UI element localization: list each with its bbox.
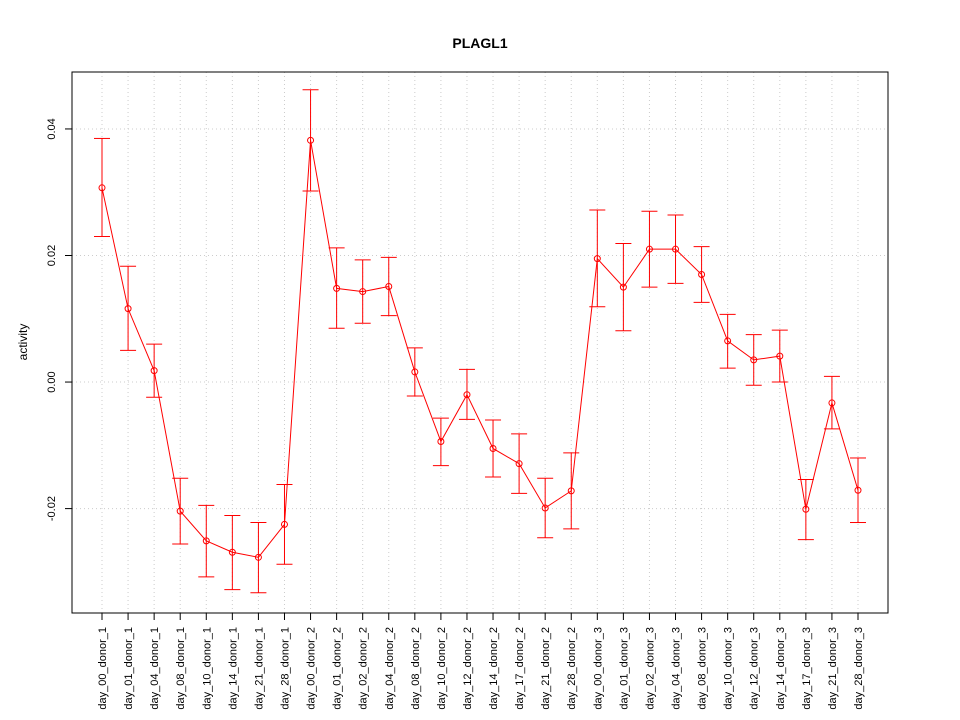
y-axis-label: activity [16, 324, 30, 361]
x-tick-label: day_10_donor_3 [723, 627, 735, 710]
x-tick-label: day_01_donor_2 [332, 627, 344, 710]
data-point [463, 391, 471, 399]
data-point [593, 255, 601, 263]
x-tick-label: day_14_donor_3 [775, 627, 787, 710]
data-point [228, 548, 236, 556]
x-tick-label: day_01_donor_3 [618, 627, 630, 710]
x-tick-label: day_08_donor_2 [410, 627, 422, 710]
x-tick-label: day_04_donor_3 [671, 627, 683, 710]
x-tick-label: day_21_donor_1 [253, 627, 265, 710]
x-tick-label: day_04_donor_2 [384, 627, 396, 710]
data-point [437, 438, 445, 446]
x-tick-label: day_02_donor_3 [644, 627, 656, 710]
x-tick-label: day_08_donor_3 [697, 627, 709, 710]
data-point [776, 352, 784, 360]
data-point [645, 245, 653, 253]
data-point [854, 486, 862, 494]
x-tick-label: day_14_donor_2 [488, 627, 500, 710]
x-tick-label: day_12_donor_3 [749, 627, 761, 710]
x-tick-label: day_08_donor_1 [175, 627, 187, 710]
x-tick-label: day_01_donor_1 [123, 627, 135, 710]
x-tick-label: day_00_donor_1 [97, 627, 109, 710]
x-tick-label: day_00_donor_3 [592, 627, 604, 710]
x-tick-label: day_17_donor_2 [514, 627, 526, 710]
x-tick-label: day_02_donor_2 [358, 627, 370, 710]
y-axis: -0.02 0.00 0.02 0.04 [46, 118, 73, 521]
chart-title: PLAGL1 [452, 35, 507, 51]
data-point [385, 283, 393, 291]
x-tick-label: day_10_donor_1 [201, 627, 213, 710]
x-axis: day_00_donor_1 day_01_donor_1 day_04_donor… [97, 612, 865, 710]
y-tick-label: 0.00 [46, 371, 58, 392]
x-tick-label: day_12_donor_2 [462, 627, 474, 710]
y-tick-label: 0.04 [46, 118, 58, 139]
data-point [698, 270, 706, 278]
data-point [828, 399, 836, 407]
data-point [541, 504, 549, 512]
data-point [202, 537, 210, 545]
data-point [567, 487, 575, 495]
y-tick-label: -0.02 [46, 496, 58, 521]
x-tick-label: day_28_donor_2 [566, 627, 578, 710]
data-point [176, 507, 184, 515]
y-tick-label: 0.02 [46, 245, 58, 266]
data-point [359, 288, 367, 296]
data-point [333, 284, 341, 292]
x-tick-label: day_21_donor_2 [540, 627, 552, 710]
data-point [124, 305, 132, 313]
x-tick-label: day_00_donor_2 [306, 627, 318, 710]
data-point [724, 337, 732, 345]
x-tick-label: day_10_donor_2 [436, 627, 448, 710]
x-tick-label: day_14_donor_1 [227, 627, 239, 710]
grid [72, 72, 888, 613]
data-point [280, 520, 288, 528]
plot-border [71, 71, 889, 614]
data-point [750, 356, 758, 364]
data-point [672, 245, 680, 253]
x-tick-label: day_28_donor_1 [279, 627, 291, 710]
data-point [307, 136, 315, 144]
x-tick-label: day_28_donor_3 [853, 627, 865, 710]
data-point [150, 367, 158, 375]
x-tick-label: day_04_donor_1 [149, 627, 161, 710]
series [94, 89, 866, 594]
series-line [101, 140, 859, 558]
data-point [411, 368, 419, 376]
x-tick-label: day_21_donor_3 [827, 627, 839, 710]
data-point [619, 283, 627, 291]
data-point [254, 553, 262, 561]
data-point [98, 184, 106, 192]
data-point [515, 460, 523, 468]
data-point [802, 505, 810, 513]
data-point [489, 444, 497, 452]
x-tick-label: day_17_donor_3 [801, 627, 813, 710]
